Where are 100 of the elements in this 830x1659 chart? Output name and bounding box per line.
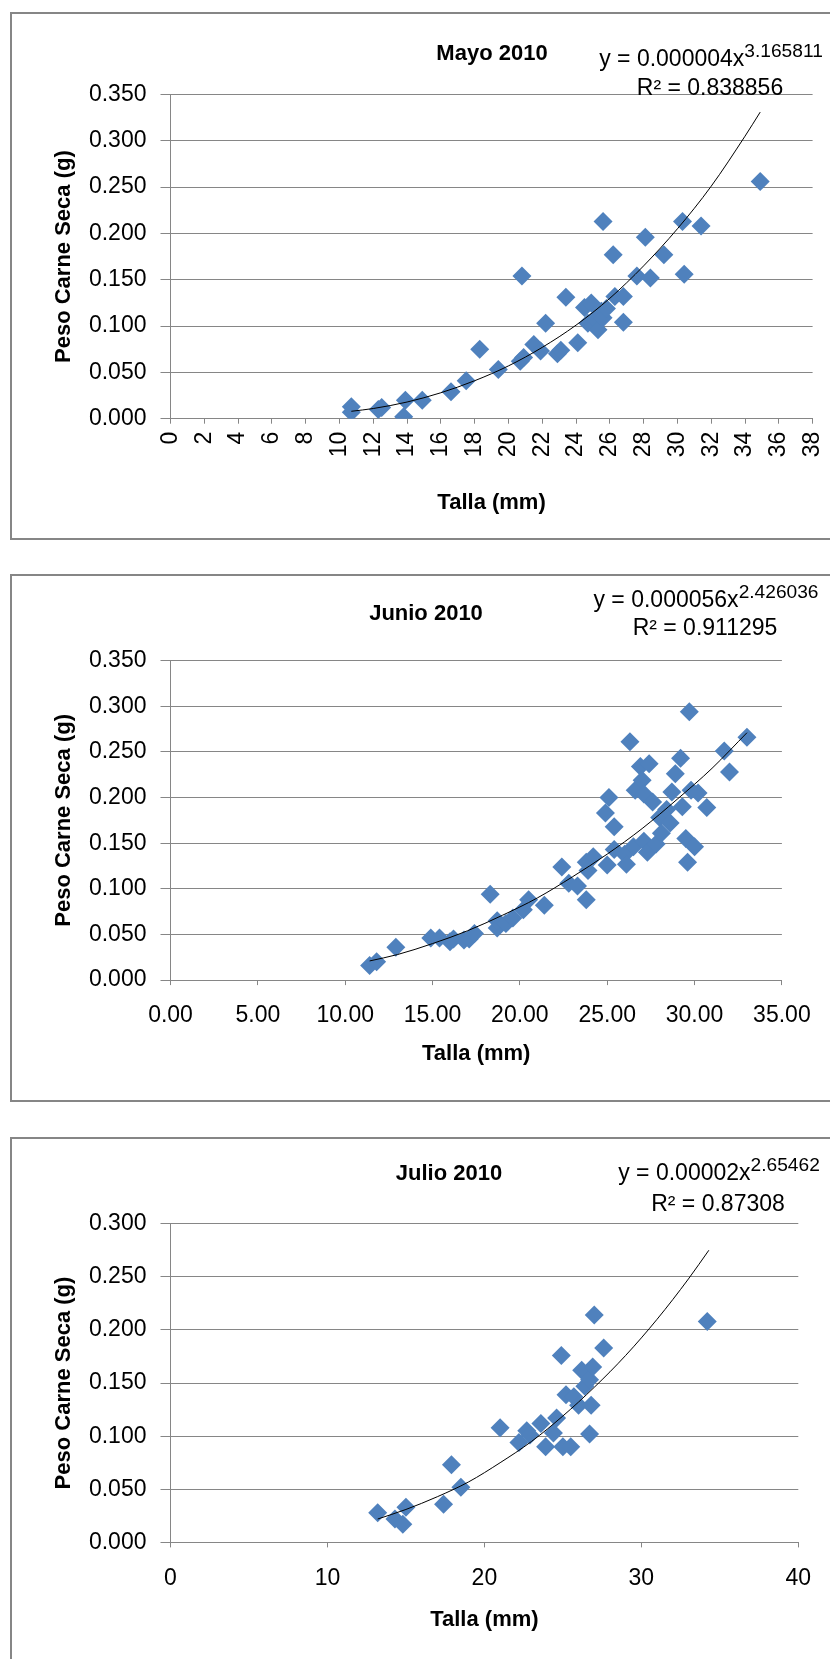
y-tick-label: 0.000 [88,965,147,992]
x-tick-label: 26 [595,431,622,458]
y-tick-label: 0.350 [88,645,147,672]
x-tick-label: 36 [764,431,791,458]
x-tick-label: 0 [164,1563,177,1590]
point [551,1345,571,1365]
x-tick-label: 22 [527,431,554,458]
y-tick-label: 0.050 [88,919,147,946]
point [470,339,490,359]
y-tick-label: 0.350 [88,79,147,106]
point [580,1424,600,1444]
point [434,1494,454,1514]
x-tick-label: 38 [797,431,824,458]
x-tick-label: 10 [324,431,351,458]
y-tick-label: 0.050 [88,1474,147,1501]
point [654,245,674,265]
x-tick-label: 16 [426,431,453,458]
y-tick-label: 0.200 [88,1315,147,1342]
point [635,227,655,247]
x-axis-title: Talla (mm) [422,1040,531,1066]
x-tick-label: 6 [257,431,284,445]
x-tick-label: 10 [314,1563,341,1590]
point [536,1437,556,1457]
y-tick-label: 0.250 [88,172,147,199]
y-tick-label: 0.200 [88,218,147,245]
y-tick-label: 0.300 [88,126,147,153]
point [674,264,694,284]
y-tick-label: 0.300 [88,691,147,718]
x-tick-label: 35.00 [753,1001,811,1028]
chart-title: Mayo 2010 [436,40,548,66]
x-tick-label: 10.00 [316,1001,374,1028]
x-tick-label: 15.00 [403,1001,462,1028]
point [583,1357,603,1377]
text: y = 0.000004x$^{3.165811}$ [599,40,823,72]
point [441,1455,461,1475]
point [547,1408,567,1428]
point [488,360,508,380]
x-tick-label: 14 [392,431,419,458]
y-axis-title: Peso Carne Seca (g) [50,713,76,927]
text: y = 0.00002x$^{2.65462}$ [618,1154,820,1186]
text: R² = 0.911295 [632,613,778,640]
annotation: R² = 0.838856 [636,73,784,101]
point [512,266,532,286]
x-tick-label: 25.00 [578,1001,636,1028]
x-tick-label: 18 [460,431,486,458]
x-tick-label: 2 [189,431,216,445]
text: R² = 0.87308 [651,1189,785,1217]
point [588,320,608,340]
y-tick-label: 0.100 [88,1421,147,1448]
y-tick-label: 0.200 [88,782,147,809]
y-tick-label: 0.100 [88,874,147,901]
point [536,313,556,333]
x-tick-label: 4 [223,431,250,445]
y-tick-label: 0.150 [88,828,147,855]
point [509,1433,529,1453]
point [603,245,623,265]
x-tick-label: 20.00 [491,1001,549,1028]
point [750,172,770,192]
y-tick-label: 0.150 [88,1368,147,1395]
point [490,1418,510,1438]
point [531,341,551,361]
x-axis-title: Talla (mm) [437,489,546,515]
x-tick-label: 30.00 [665,1001,724,1028]
x-tick-label: 40 [785,1563,812,1590]
point [691,216,711,236]
y-tick-label: 0.050 [88,357,147,384]
point [613,312,633,332]
point [543,1423,563,1443]
x-tick-label: 32 [696,431,723,458]
point [593,211,613,231]
point [556,287,576,307]
y-axis-title: Peso Carne Seca (g) [50,150,76,363]
y-tick-label: 0.000 [88,1527,147,1554]
point [368,1503,388,1523]
point [640,268,660,288]
point [531,1413,551,1433]
x-tick-label: 20 [471,1563,498,1590]
x-tick-label: 34 [730,431,757,458]
y-tick-label: 0.150 [88,265,147,292]
x-tick-label: 5.00 [235,1001,281,1028]
y-tick-label: 0.100 [88,311,147,338]
y-tick-label: 0.300 [88,1209,147,1236]
y-axis-title: Peso Carne Seca (g) [50,1276,76,1490]
point [584,1305,604,1325]
point [568,333,588,353]
chart-title: Julio 2010 [395,1160,503,1187]
point [594,1338,614,1358]
x-tick-label: 8 [291,431,318,445]
y-tick-label: 0.250 [88,737,147,764]
x-tick-label: 0.00 [148,1001,193,1028]
x-tick-label: 0 [155,431,182,445]
y-tick-label: 0.000 [88,404,147,431]
chart-title: Junio 2010 [369,600,483,626]
x-axis-title: Talla (mm) [430,1606,539,1632]
text: y = 0.000056x$^{2.426036}$ [593,581,819,613]
x-tick-label: 12 [358,431,385,458]
x-tick-label: 30 [628,1563,655,1590]
x-tick-label: 24 [561,431,588,458]
x-tick-label: 30 [662,431,689,458]
x-tick-label: 28 [628,431,655,458]
